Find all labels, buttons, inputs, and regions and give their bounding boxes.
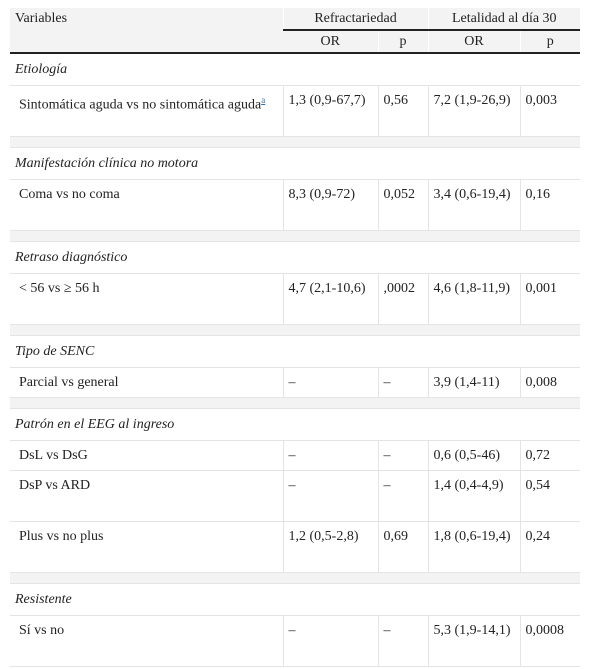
cell: 0,001 — [519, 273, 581, 325]
cell: – — [282, 470, 378, 522]
cell: 1,8 (0,6-19,4) — [427, 521, 521, 573]
spacer — [10, 324, 581, 336]
header-letalidad: Letalidad al día 30 — [427, 8, 581, 31]
section-row: Patrón en el EEG al ingreso — [10, 408, 581, 441]
section-row: Tipo de SENC — [10, 335, 581, 368]
cell: – — [377, 470, 429, 522]
spacer-row — [10, 397, 581, 409]
cell: 4,6 (1,8-11,9) — [427, 273, 521, 325]
spacer-row — [10, 136, 581, 148]
data-row: Plus vs no plus 1,2 (0,5-2,8) 0,69 1,8 (0,6… — [10, 521, 581, 573]
spacer — [10, 572, 581, 584]
row-label-text: DsP vs ARD — [19, 478, 91, 493]
row-label: Coma vs no coma — [10, 179, 283, 231]
section-row: Resistente — [10, 583, 581, 616]
subheader: OR — [427, 30, 521, 54]
cell: 1,3 (0,9-67,7) — [282, 85, 378, 137]
cell: 3,4 (0,6-19,4) — [427, 179, 521, 231]
subheader: OR — [283, 30, 378, 54]
cell: 4,7 (2,1-10,6) — [282, 273, 378, 325]
row-label-text: Plus vs no plus — [19, 529, 104, 544]
spacer-row — [10, 230, 581, 242]
cell: 3,9 (1,4-11) — [427, 367, 521, 398]
data-row: Sí vs no – –5,3 (1,9-14,1) 0,0008 — [10, 615, 581, 667]
data-row: < 56 vs ≥ 56 h 4,7 (2,1-10,6) ,0002 4,6 (1,… — [10, 273, 581, 325]
cell: 0,003 — [519, 85, 581, 137]
cell: 0,052 — [377, 179, 429, 231]
section-title: Retraso diagnóstico — [10, 241, 581, 274]
cell: – — [282, 440, 378, 471]
subheader: p — [377, 30, 429, 54]
section-row: Retraso diagnóstico — [10, 241, 581, 274]
footnote-link[interactable]: a — [261, 95, 266, 105]
row-label-text: Sí vs no — [19, 623, 65, 638]
cell: – — [377, 440, 429, 471]
row-label-text: Parcial vs general — [19, 375, 119, 390]
spacer — [10, 136, 581, 148]
cell: 1,4 (0,4-4,9) — [427, 470, 521, 522]
row-label: Sí vs no — [10, 615, 283, 667]
cell: 0,008 — [519, 367, 581, 398]
cell: 0,54 — [519, 470, 581, 522]
row-label: DsL vs DsG — [10, 440, 283, 471]
spacer-row — [10, 324, 581, 336]
cell: 7,2 (1,9-26,9) — [427, 85, 521, 137]
section-title: Etiología — [10, 53, 581, 86]
data-row: Coma vs no coma 8,3 (0,9-72) 0,052 3,4 (0,6… — [10, 179, 581, 231]
cell: 0,72 — [519, 440, 581, 471]
cell: 5,3 (1,9-14,1) — [427, 615, 521, 667]
row-label-text: DsL vs DsG — [19, 448, 88, 463]
row-label-text: < 56 vs ≥ 56 h — [19, 281, 100, 296]
row-label: Sintomática aguda vs no sintomática agud… — [10, 85, 283, 137]
cell: – — [377, 367, 429, 398]
spacer — [10, 230, 581, 242]
header-variables: Variables — [10, 8, 283, 54]
header-refractariedad: Refractariedad — [282, 8, 429, 31]
results-table: Variables Refractariedad Letalidad al dí… — [10, 8, 581, 667]
spacer — [10, 397, 581, 409]
cell: 0,0008 — [519, 615, 581, 667]
cell: – — [282, 615, 378, 667]
subheader: p — [519, 30, 581, 54]
cell: – — [282, 367, 378, 398]
section-row: Manifestación clínica no motora — [10, 147, 581, 180]
cell: 0,16 — [519, 179, 581, 231]
section-row: Etiología — [10, 53, 581, 86]
cell: – — [377, 615, 429, 667]
cell: 0,6 (0,5-46) — [427, 440, 521, 471]
row-label-text: Coma vs no coma — [19, 187, 120, 202]
section-title: Patrón en el EEG al ingreso — [10, 408, 581, 441]
cell: ,0002 — [377, 273, 429, 325]
data-row: DsL vs DsG – –0,6 (0,5-46) 0,72 — [10, 440, 581, 471]
row-label: DsP vs ARD — [10, 470, 283, 522]
section-title: Resistente — [10, 583, 581, 616]
table-body: Etiología Sintomática aguda vs no sintomá… — [10, 53, 581, 667]
cell: 8,3 (0,9-72) — [282, 179, 378, 231]
cell: 0,24 — [519, 521, 581, 573]
row-label: < 56 vs ≥ 56 h — [10, 273, 283, 325]
section-title: Tipo de SENC — [10, 335, 581, 368]
cell: 0,69 — [377, 521, 429, 573]
data-row: Parcial vs general – –3,9 (1,4-11) 0,008 — [10, 367, 581, 398]
data-row: DsP vs ARD – –1,4 (0,4-4,9) 0,54 — [10, 470, 581, 522]
row-label-text: Sintomática aguda vs no sintomática agud… — [19, 97, 262, 113]
spacer-row — [10, 572, 581, 584]
row-label: Parcial vs general — [10, 367, 283, 398]
section-title: Manifestación clínica no motora — [10, 147, 581, 180]
row-label: Plus vs no plus — [10, 521, 283, 573]
cell: 1,2 (0,5-2,8) — [282, 521, 378, 573]
cell: 0,56 — [377, 85, 429, 137]
data-row: Sintomática aguda vs no sintomática agud… — [10, 85, 581, 137]
